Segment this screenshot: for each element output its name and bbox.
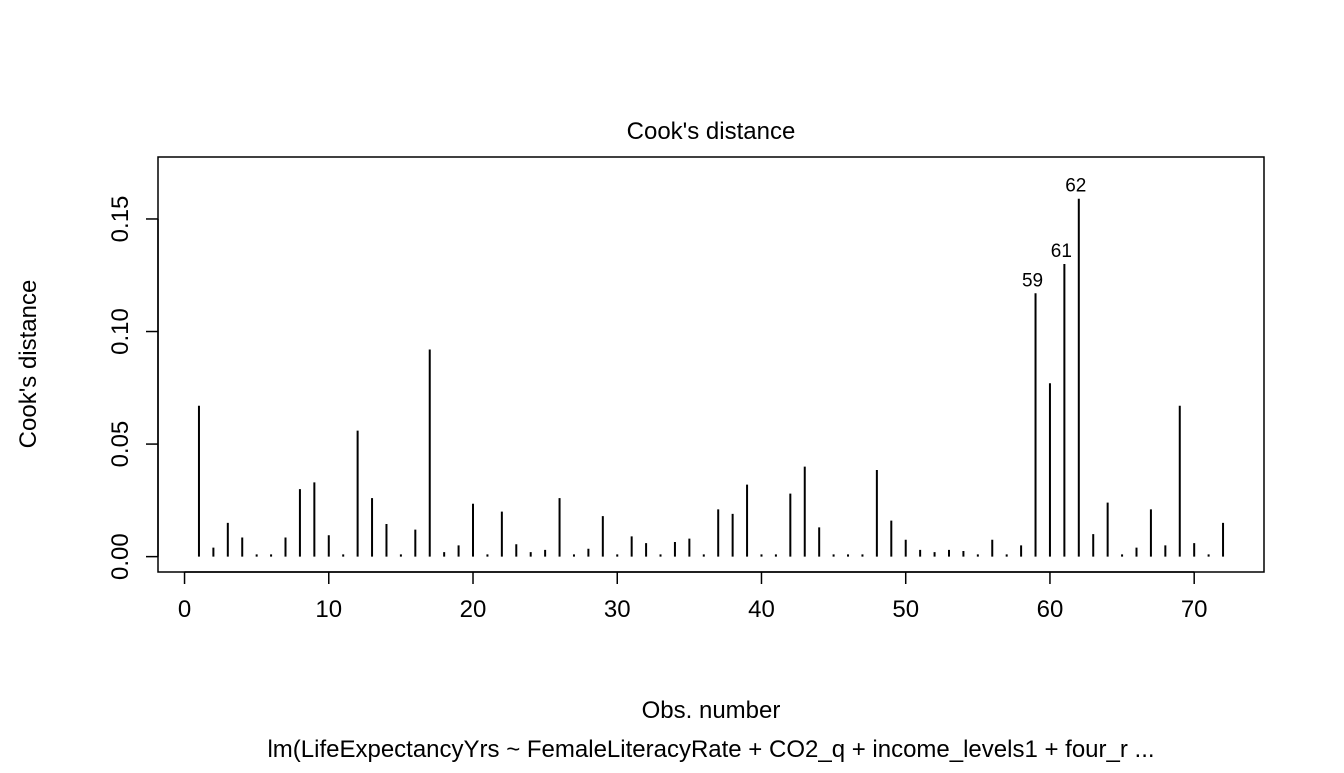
point-label-59: 59 (1022, 270, 1043, 291)
y-axis-label: Cook's distance (15, 280, 42, 449)
x-tick-label: 60 (1037, 596, 1064, 623)
x-tick-label: 40 (748, 596, 775, 623)
x-axis: 0 10 20 30 40 50 60 70 (178, 571, 1208, 623)
x-axis-label: Obs. number (642, 697, 781, 724)
x-tick-label: 30 (604, 596, 631, 623)
y-tick-label: 0.00 (107, 533, 134, 580)
bars (197, 198, 1225, 557)
point-label-61: 61 (1051, 241, 1072, 262)
y-tick-label: 0.15 (107, 196, 134, 243)
x-tick-label: 20 (460, 596, 487, 623)
x-tick-label: 10 (315, 596, 342, 623)
y-tick-label: 0.10 (107, 308, 134, 355)
y-axis: 0.00 0.05 0.10 0.15 (107, 196, 159, 580)
chart-title: Cook's distance (627, 118, 796, 145)
x-tick-label: 70 (1181, 596, 1208, 623)
chart-subtitle: lm(LifeExpectancyYrs ~ FemaleLiteracyRat… (267, 736, 1154, 763)
point-label-62: 62 (1065, 176, 1086, 197)
x-tick-label: 0 (178, 596, 191, 623)
x-tick-label: 50 (892, 596, 919, 623)
point-labels: 59 61 62 (1022, 176, 1086, 292)
y-tick-label: 0.05 (107, 421, 134, 468)
plot-frame (157, 156, 1265, 573)
